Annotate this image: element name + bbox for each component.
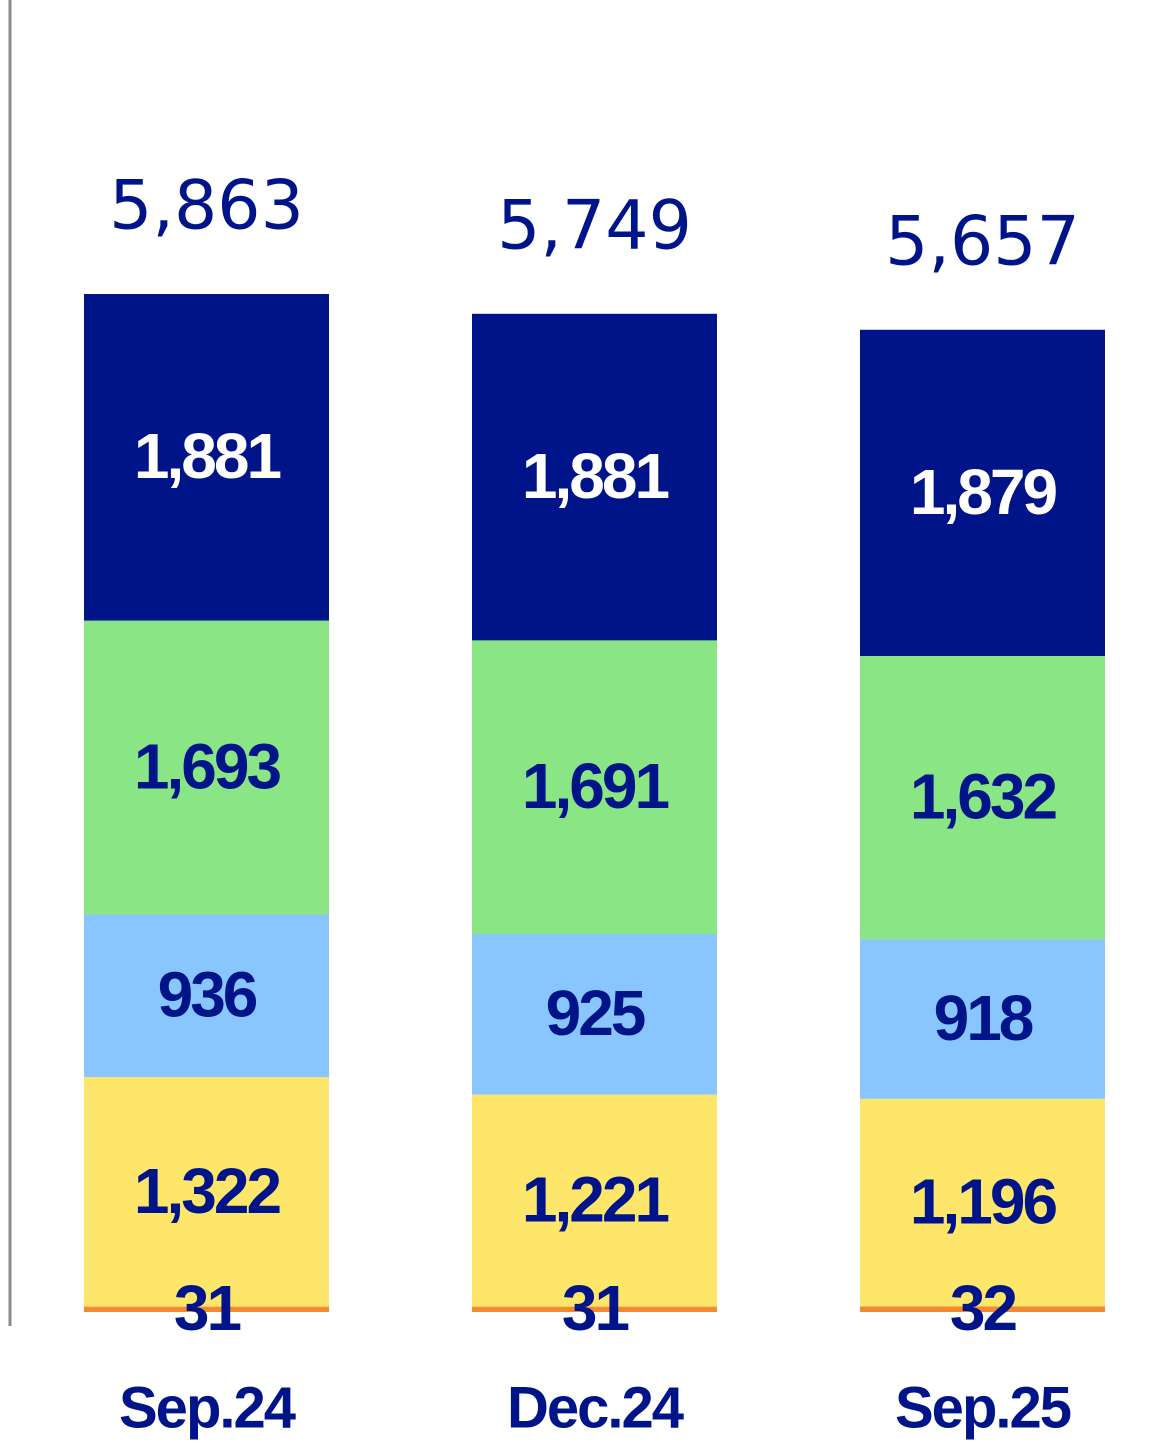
bar-segment	[84, 914, 329, 1078]
total-label: 5,863	[109, 167, 304, 246]
bar-segment	[84, 1077, 329, 1307]
total-label: 5,657	[885, 202, 1080, 281]
x-tick-label: Sep.24	[119, 1375, 296, 1440]
bar-segment	[84, 1306, 329, 1312]
value-label: 936	[158, 959, 257, 1031]
bar-segment	[472, 640, 717, 935]
value-label: 1,693	[134, 730, 281, 802]
bar-segment	[84, 294, 329, 621]
value-label: 31	[562, 1272, 629, 1344]
value-label: 918	[934, 982, 1033, 1054]
value-label: 925	[546, 977, 645, 1049]
value-label: 1,632	[910, 761, 1057, 833]
value-label: 1,196	[910, 1166, 1057, 1238]
bar-segment	[860, 329, 1105, 657]
bar-segment	[860, 1306, 1105, 1312]
value-label: 1,881	[522, 440, 669, 512]
bar-segment	[860, 656, 1105, 940]
bar-segment	[860, 1098, 1105, 1307]
bar-segment	[472, 934, 717, 1095]
value-label: 1,322	[134, 1155, 281, 1227]
value-label: 31	[174, 1272, 241, 1344]
bar-segment	[472, 313, 717, 641]
value-label: 1,691	[522, 750, 669, 822]
x-tick-label: Dec.24	[507, 1375, 684, 1440]
total-label: 5,749	[497, 186, 692, 265]
value-label: 1,879	[910, 456, 1057, 528]
bar-segment	[472, 1306, 717, 1312]
bar-segment	[860, 939, 1105, 1099]
bar-segment	[84, 620, 329, 915]
x-tick-label: Sep.25	[895, 1375, 1071, 1440]
value-label: 1,881	[134, 420, 281, 492]
bar-segment	[472, 1094, 717, 1307]
value-label: 1,221	[522, 1164, 669, 1236]
value-label: 32	[950, 1272, 1017, 1344]
